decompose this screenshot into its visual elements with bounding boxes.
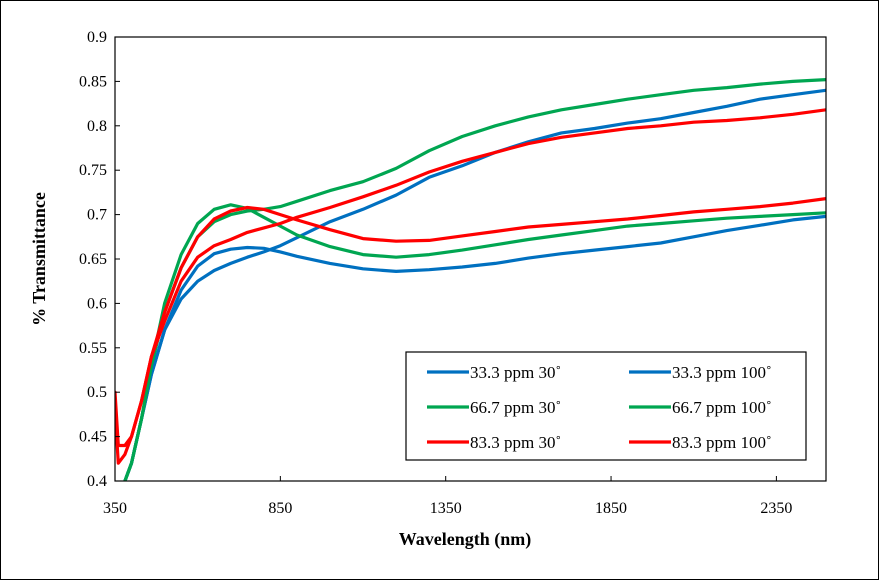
- y-tick-label: 0.45: [79, 429, 107, 446]
- legend-label: 66.7 ppm 30˚: [470, 398, 561, 417]
- x-tick-label: 850: [268, 500, 292, 517]
- x-tick-label: 1850: [595, 500, 627, 517]
- series-layer: [115, 77, 826, 481]
- series-line-6: [115, 197, 826, 465]
- legend: 33.3 ppm 30˚ 33.3 ppm 100˚ 66.7 ppm 30˚ 66.…: [405, 351, 807, 461]
- y-tick-label: 0.7: [87, 207, 107, 224]
- y-tick-label: 0.6: [87, 295, 107, 312]
- legend-label: 66.7 ppm 100˚: [672, 398, 772, 417]
- x-tick-label: 2350: [760, 500, 792, 517]
- y-tick-label: 0.5: [87, 384, 107, 401]
- y-tick-label: 0.9: [87, 29, 107, 46]
- series-line-1: [123, 88, 826, 481]
- y-tick-label: 0.75: [79, 162, 107, 179]
- series-line-2: [123, 214, 826, 481]
- legend-label: 83.3 ppm 30˚: [470, 433, 561, 452]
- legend-label: 33.3 ppm 30˚: [470, 363, 561, 382]
- legend-box: [405, 351, 807, 461]
- ticks-layer: 0.4 0.45 0.5 0.55 0.6 0.65 0.7 0.75 0.8 0.85 0.9 35…: [79, 29, 792, 517]
- x-tick-label: 350: [103, 500, 127, 517]
- y-tick-label: 0.8: [87, 118, 107, 135]
- y-tick-label: 0.55: [79, 340, 107, 357]
- y-tick-label: 0.65: [79, 251, 107, 268]
- x-tick-label: 1350: [430, 500, 462, 517]
- series-line-4: [123, 203, 826, 481]
- y-tick-label: 0.85: [79, 73, 107, 90]
- legend-label: 83.3 ppm 100˚: [672, 433, 772, 452]
- legend-label: 33.3 ppm 100˚: [672, 363, 772, 382]
- y-tick-label: 0.4: [87, 473, 107, 490]
- x-axis-title: Wavelength (nm): [399, 529, 532, 550]
- y-axis-title: % Transmittance: [29, 192, 49, 326]
- legend-items: 33.3 ppm 30˚ 33.3 ppm 100˚ 66.7 ppm 30˚ 66.…: [427, 363, 772, 452]
